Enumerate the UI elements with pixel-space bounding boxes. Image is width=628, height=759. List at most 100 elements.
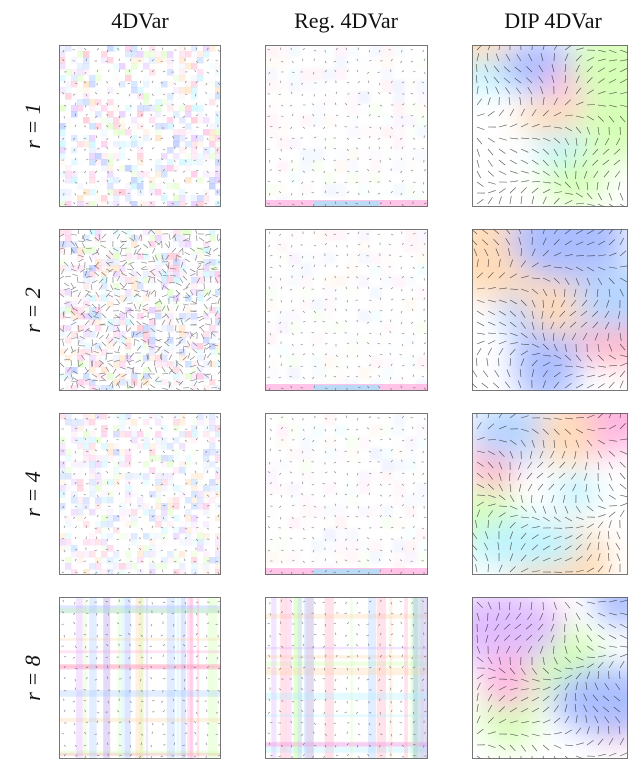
noise-cell (161, 153, 168, 160)
noise-cell (277, 91, 289, 103)
noise-cell (131, 81, 138, 88)
noise-cell (125, 551, 132, 558)
noise-cell (179, 461, 186, 468)
noise-cell (155, 271, 162, 278)
noise-cell (89, 307, 96, 314)
noise-cell (197, 485, 204, 492)
noise-cell (119, 165, 126, 172)
noise-cell (113, 141, 120, 148)
noise-cell (405, 275, 417, 287)
noise-cell (179, 563, 186, 570)
noise-cell (209, 325, 216, 332)
noise-cell (89, 485, 96, 492)
noise-cell (191, 473, 198, 480)
noise-cell (179, 87, 186, 94)
noise-cell (119, 455, 126, 462)
noise-cell (65, 361, 72, 368)
noise-cell (209, 93, 216, 100)
noise-cell (191, 551, 198, 558)
noise-cell (155, 159, 162, 166)
noise-cell (59, 153, 66, 160)
noise-cell (197, 355, 204, 362)
noise-cell (155, 455, 162, 462)
noise-cell (71, 509, 78, 516)
noise-cell (179, 491, 186, 498)
noise-cell (197, 111, 204, 118)
noise-cell (358, 368, 370, 380)
noise-cell (265, 68, 277, 80)
noise-cell (197, 295, 204, 302)
noise-cell (101, 123, 108, 130)
noise-cell (59, 105, 66, 112)
noise-cell (59, 503, 66, 510)
noise-cell (277, 356, 289, 368)
noise-cell (95, 355, 102, 362)
noise-cell (416, 149, 428, 161)
noise-cell (101, 491, 108, 498)
noise-cell (370, 298, 382, 310)
noise-cell (347, 552, 359, 564)
noise-cell (65, 45, 72, 52)
noise-cell (59, 75, 66, 82)
noise-cell (209, 557, 216, 564)
noise-cell (119, 87, 126, 94)
noise-cell (335, 333, 347, 345)
noise-cell (107, 189, 114, 196)
noise-cell (167, 473, 174, 480)
noise-cell (335, 494, 347, 506)
noise-cell (347, 482, 359, 494)
noise-cell (77, 45, 84, 52)
noise-cell (416, 184, 428, 196)
noise-cell (107, 325, 114, 332)
noise-cell (143, 461, 150, 468)
noise-cell (185, 533, 192, 540)
noise-cell (101, 485, 108, 492)
noise-cell (155, 443, 162, 450)
noise-cell (191, 171, 198, 178)
noise-cell (143, 105, 150, 112)
noise-cell (131, 373, 138, 380)
noise-cell (167, 443, 174, 450)
noise-cell (161, 171, 168, 178)
noise-cell (125, 473, 132, 480)
noise-cell (143, 289, 150, 296)
noise-cell (416, 241, 428, 253)
noise-cell (59, 147, 66, 154)
noise-cell (288, 345, 300, 357)
noise-cell (83, 117, 90, 124)
noise-cell (370, 91, 382, 103)
noise-cell (143, 57, 150, 64)
noise-cell (265, 322, 277, 334)
noise-cell (173, 265, 180, 272)
noise-cell (83, 99, 90, 106)
noise-cell (59, 479, 66, 486)
noise-cell (149, 551, 156, 558)
noise-cell (209, 63, 216, 70)
noise-cell (95, 229, 102, 236)
noise-cell (161, 183, 168, 190)
noise-cell (179, 141, 186, 148)
noise-cell (137, 557, 144, 564)
noise-cell (300, 471, 312, 483)
noise-cell (77, 551, 84, 558)
noise-cell (191, 141, 198, 148)
noise-cell (393, 91, 405, 103)
noise-cell (416, 114, 428, 126)
noise-cell (143, 45, 150, 52)
noise-cell (277, 275, 289, 287)
noise-cell (107, 449, 114, 456)
noise-cell (381, 161, 393, 173)
noise-cell (83, 277, 90, 284)
noise-cell (185, 319, 192, 326)
noise-cell (107, 165, 114, 172)
noise-cell (173, 419, 180, 426)
noise-cell (125, 241, 132, 248)
noise-cell (77, 165, 84, 172)
page: 4DVarReg. 4DVarDIP 4DVarr = 1r = 2r = 4r… (0, 0, 628, 759)
noise-cell (107, 563, 114, 570)
noise-cell (179, 135, 186, 142)
noise-cell (59, 229, 66, 236)
noise-cell (77, 515, 84, 522)
noise-cell (197, 75, 204, 82)
noise-cell (416, 252, 428, 264)
